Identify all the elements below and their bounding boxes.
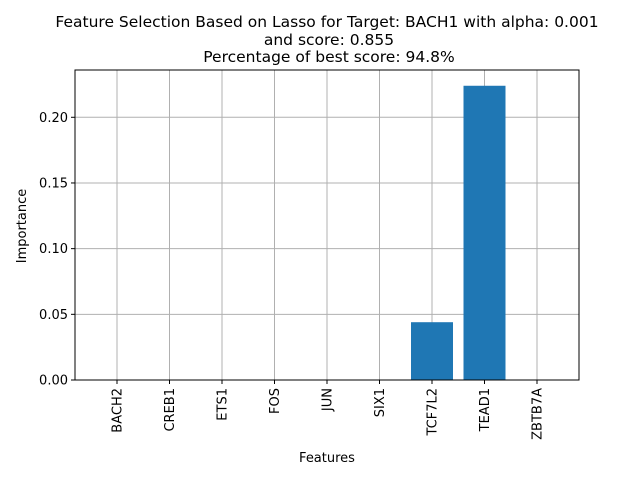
- x-tick-label: SIX1: [373, 388, 388, 417]
- chart-title-line-1: Feature Selection Based on Lasso for Tar…: [55, 13, 598, 31]
- y-tick-label: 0.15: [39, 176, 68, 191]
- x-tick-label: CREB1: [163, 388, 178, 432]
- x-tick-label: TEAD1: [478, 388, 493, 432]
- x-axis-label: Features: [299, 451, 355, 466]
- y-tick-label: 0.20: [39, 111, 68, 126]
- x-tick-label: JUN: [321, 388, 336, 412]
- x-tick-label: TCF7L2: [426, 388, 441, 437]
- bar-tcf7l2: [411, 322, 453, 380]
- plot-frame: [74, 69, 580, 381]
- chart-title-line-3: Percentage of best score: 94.8%: [203, 48, 454, 66]
- bar-tead1: [463, 85, 506, 381]
- y-tick-label: 0.05: [39, 308, 68, 323]
- bars: [411, 85, 506, 381]
- x-tick-label: BACH2: [111, 388, 126, 433]
- y-tick-label: 0.10: [39, 242, 68, 257]
- y-tick-label: 0.00: [39, 374, 68, 389]
- chart-title-line-2: and score: 0.855: [264, 31, 394, 49]
- y-axis-label: Importance: [15, 189, 30, 264]
- ticks: 0.00 0.05 0.10 0.15 0.20 BACH2 CREB1 ETS1 FOS JUN…: [39, 111, 545, 440]
- x-tick-label: FOS: [268, 388, 283, 414]
- x-tick-label: ETS1: [216, 388, 231, 421]
- x-tick-label: ZBTB7A: [531, 388, 546, 440]
